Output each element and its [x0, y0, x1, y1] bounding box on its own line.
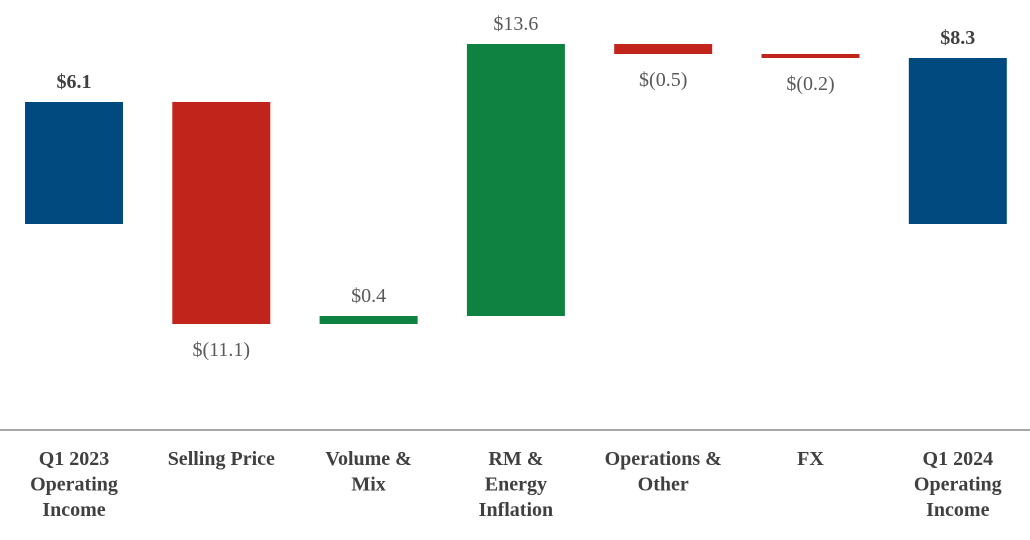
category-label-q1-2024-operating-income: Income	[926, 499, 989, 521]
category-label-selling-price: Selling Price	[168, 448, 275, 470]
bar-operations-and-other	[614, 44, 713, 54]
category-label-rm-and-energy-inflation: Energy	[485, 474, 547, 496]
bar-volume-and-mix	[319, 316, 418, 324]
category-label-fx: FX	[797, 448, 824, 470]
value-label-volume-and-mix: $0.4	[351, 285, 386, 307]
category-label-rm-and-energy-inflation: RM &	[488, 448, 543, 470]
category-label-q1-2023-operating-income: Operating	[30, 474, 118, 496]
category-label-q1-2024-operating-income: Q1 2024	[923, 448, 994, 470]
category-label-q1-2024-operating-income: Operating	[914, 474, 1002, 496]
value-label-q1-2024-operating-income: $8.3	[940, 27, 975, 49]
value-label-fx: $(0.2)	[786, 73, 834, 95]
bar-q1-2023-operating-income	[25, 102, 123, 224]
value-label-q1-2023-operating-income: $6.1	[57, 71, 92, 93]
bar-fx	[761, 54, 860, 58]
category-label-q1-2023-operating-income: Q1 2023	[39, 448, 110, 470]
value-label-operations-and-other: $(0.5)	[639, 69, 687, 91]
value-label-rm-and-energy-inflation: $13.6	[493, 13, 538, 35]
value-label-selling-price: $(11.1)	[193, 339, 251, 361]
bar-rm-and-energy-inflation	[466, 44, 565, 316]
category-label-q1-2023-operating-income: Income	[42, 499, 105, 521]
category-label-rm-and-energy-inflation: Inflation	[479, 499, 553, 521]
category-label-volume-and-mix: Mix	[351, 474, 385, 496]
category-label-volume-and-mix: Volume &	[325, 448, 411, 470]
category-label-operations-and-other: Other	[638, 474, 689, 496]
category-label-operations-and-other: Operations &	[605, 448, 722, 470]
bar-q1-2024-operating-income	[908, 58, 1007, 224]
bar-selling-price	[172, 102, 271, 324]
